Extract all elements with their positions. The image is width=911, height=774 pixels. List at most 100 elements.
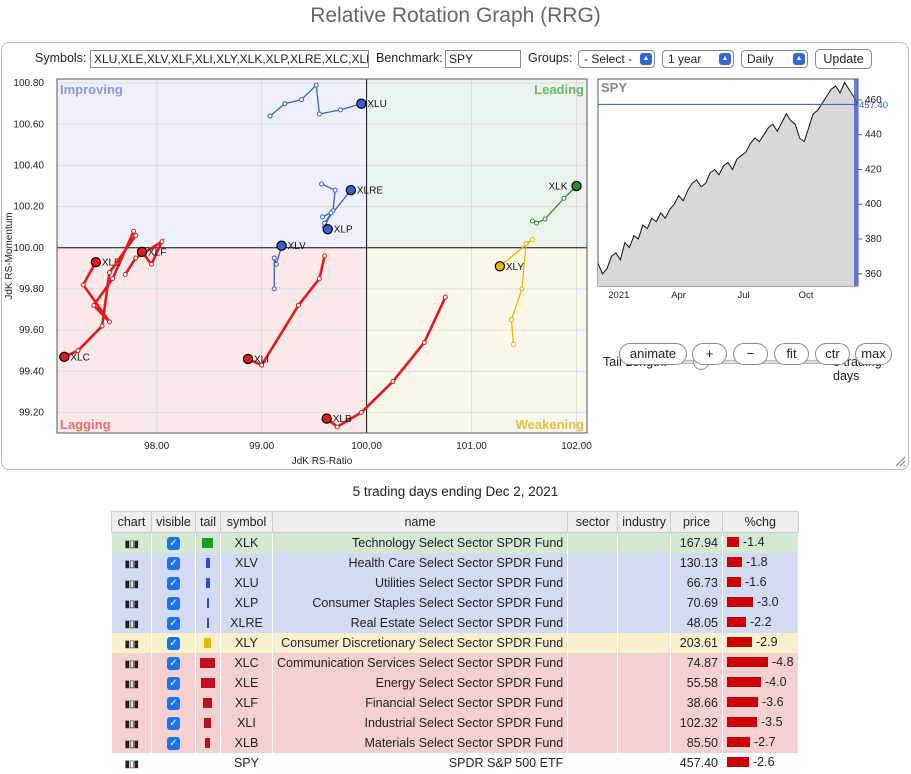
- candlestick-chart-icon[interactable]: ▮▯▮: [124, 538, 138, 550]
- visible-checkbox[interactable]: ✓: [167, 616, 180, 630]
- pct-change-cell: -1.6: [722, 572, 799, 593]
- chart-cell[interactable]: ▮▯▮: [111, 632, 152, 653]
- visible-checkbox[interactable]: ✓: [167, 576, 180, 590]
- chart-cell[interactable]: ▮▯▮: [111, 592, 152, 613]
- candlestick-chart-icon[interactable]: ▮▯▮: [124, 618, 138, 630]
- tail-cell: [195, 612, 221, 633]
- tail-point: [122, 272, 128, 278]
- interval-select-value: Daily: [747, 52, 774, 66]
- visible-cell[interactable]: ✓: [151, 572, 196, 593]
- candlestick-chart-icon[interactable]: ▮▯▮: [124, 678, 138, 690]
- candlestick-chart-icon[interactable]: ▮▯▮: [124, 658, 138, 670]
- zoom-in-button[interactable]: +: [692, 343, 727, 365]
- visible-cell[interactable]: ✓: [151, 632, 196, 653]
- rrg-chart[interactable]: 98.00 99.00 100.00 101.00 102.00 100.80 100.60…: [0, 75, 592, 470]
- sector-cell: [567, 632, 619, 653]
- candlestick-chart-icon[interactable]: ▮▯▮: [124, 558, 138, 570]
- column-header-pctchg[interactable]: %chg: [722, 511, 799, 533]
- chart-cell[interactable]: ▮▯▮: [111, 552, 152, 573]
- chart-cell[interactable]: ▮▯▮: [111, 572, 152, 593]
- interval-select[interactable]: Daily ▲: [741, 50, 808, 68]
- visible-checkbox[interactable]: ✓: [167, 536, 180, 550]
- tail-point: [131, 228, 137, 234]
- pct-change-bar: [727, 677, 761, 687]
- visible-checkbox[interactable]: ✓: [167, 716, 180, 730]
- tail-cell: [195, 632, 221, 653]
- spy-price-area: [598, 82, 858, 286]
- column-header-price[interactable]: price: [670, 511, 723, 533]
- column-header-visible[interactable]: visible: [151, 511, 196, 533]
- visible-cell[interactable]: ✓: [151, 712, 196, 733]
- visible-checkbox[interactable]: ✓: [167, 736, 180, 750]
- chart-cell[interactable]: ▮▯▮: [111, 692, 152, 713]
- benchmark-input[interactable]: SPY: [445, 50, 521, 68]
- pct-change-cell: -3.0: [722, 592, 799, 613]
- visible-cell[interactable]: ✓: [151, 612, 196, 633]
- series-head-xlc: [59, 351, 70, 363]
- tail-cell: [195, 752, 221, 773]
- tail-point: [421, 339, 427, 345]
- resize-handle-icon[interactable]: [894, 455, 906, 467]
- zoom-out-button[interactable]: −: [733, 343, 768, 365]
- tail-point: [133, 255, 139, 261]
- candlestick-chart-icon[interactable]: ▮▯▮: [124, 758, 138, 770]
- animate-button[interactable]: animate: [619, 343, 687, 365]
- chart-cell[interactable]: ▮▯▮: [111, 732, 152, 753]
- visible-cell[interactable]: ✓: [151, 532, 196, 553]
- tail-point: [534, 220, 540, 226]
- visible-checkbox[interactable]: ✓: [167, 656, 180, 670]
- column-header-tail[interactable]: tail: [195, 511, 221, 533]
- candlestick-chart-icon[interactable]: ▮▯▮: [124, 718, 138, 730]
- visible-checkbox[interactable]: ✓: [167, 696, 180, 710]
- center-button[interactable]: ctr: [815, 343, 850, 365]
- visible-cell[interactable]: ✓: [151, 692, 196, 713]
- quadrant-label-leading: Leading: [534, 82, 584, 97]
- visible-cell[interactable]: ✓: [151, 672, 196, 693]
- max-button[interactable]: max: [855, 343, 892, 365]
- visible-cell[interactable]: [151, 752, 196, 773]
- spy-x-tick-label: Jul: [738, 290, 750, 301]
- candlestick-chart-icon[interactable]: ▮▯▮: [124, 698, 138, 710]
- visible-checkbox[interactable]: ✓: [167, 636, 180, 650]
- period-select-value: 1 year: [668, 52, 702, 66]
- candlestick-chart-icon[interactable]: ▮▯▮: [124, 578, 138, 590]
- candlestick-chart-icon[interactable]: ▮▯▮: [124, 598, 138, 610]
- candlestick-chart-icon[interactable]: ▮▯▮: [124, 638, 138, 650]
- column-header-sector[interactable]: sector: [567, 511, 619, 533]
- visible-checkbox[interactable]: ✓: [167, 676, 180, 690]
- visible-checkbox[interactable]: ✓: [167, 596, 180, 610]
- tail-point: [148, 261, 154, 267]
- series-head-xlv: [276, 240, 287, 251]
- pct-change-value: -2.7: [754, 735, 776, 749]
- pct-change-bar: [727, 557, 742, 567]
- period-select[interactable]: 1 year ▲: [662, 50, 734, 68]
- spy-chart: 360 380 400 420 440 460 2021 Apr Jul Oct 457.40 SPY: [597, 78, 888, 301]
- fit-button[interactable]: fit: [774, 343, 809, 365]
- update-button[interactable]: Update: [815, 49, 872, 69]
- visible-cell[interactable]: ✓: [151, 732, 196, 753]
- visible-checkbox[interactable]: ✓: [167, 556, 180, 570]
- visible-cell[interactable]: ✓: [151, 652, 196, 673]
- visible-cell[interactable]: ✓: [151, 592, 196, 613]
- candlestick-chart-icon[interactable]: ▮▯▮: [124, 738, 138, 750]
- tail-cell: [195, 712, 221, 733]
- column-header-industry[interactable]: industry: [617, 511, 671, 533]
- symbols-input[interactable]: XLU,XLE,XLV,XLF,XLI,XLY,XLK,XLP,XLRE,XLC…: [90, 50, 369, 68]
- column-header-chart[interactable]: chart: [111, 511, 152, 533]
- table-caption: 5 trading days ending Dec 2, 2021: [352, 484, 559, 499]
- chart-cell[interactable]: ▮▯▮: [111, 532, 152, 553]
- groups-select[interactable]: - Select - ▲: [578, 50, 655, 68]
- column-header-name[interactable]: name: [271, 511, 569, 533]
- chart-cell[interactable]: ▮▯▮: [111, 752, 152, 773]
- y-axis-label: JdK RS-Momentum: [4, 212, 15, 299]
- table-row: ▮▯▮ ✓ XLU Utilities Select Sector SPDR Fund…: [111, 572, 799, 593]
- column-header-symbol[interactable]: symbol: [219, 511, 273, 533]
- chart-cell[interactable]: ▮▯▮: [111, 672, 152, 693]
- sector-cell: [567, 572, 619, 593]
- chart-cell[interactable]: ▮▯▮: [111, 712, 152, 733]
- visible-cell[interactable]: ✓: [151, 552, 196, 573]
- chart-cell[interactable]: ▮▯▮: [111, 612, 152, 633]
- chart-cell[interactable]: ▮▯▮: [111, 652, 152, 673]
- pct-change-bar: [727, 597, 753, 607]
- tail-point: [318, 181, 324, 187]
